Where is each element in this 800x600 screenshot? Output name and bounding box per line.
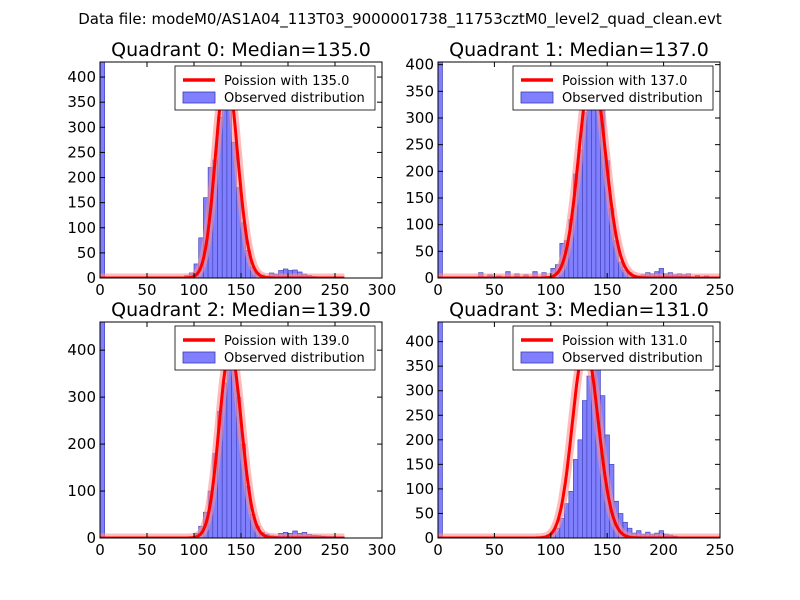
histogram-bar <box>573 459 579 538</box>
histogram-bar <box>438 62 443 278</box>
x-tick-label: 150 <box>593 541 622 559</box>
legend: Poission with 139.0 Observed distribution <box>174 325 376 371</box>
y-tick-label: 300 <box>67 388 96 406</box>
figure-suptitle: Data file: modeM0/AS1A04_113T03_90000017… <box>78 10 722 29</box>
x-tick-label: 250 <box>321 541 350 559</box>
histogram-bar <box>568 491 574 538</box>
y-tick-label: 50 <box>415 242 434 260</box>
legend-observed-swatch <box>520 351 554 364</box>
y-tick-label: 100 <box>67 482 96 500</box>
y-tick-label: 350 <box>405 82 434 100</box>
x-tick-label: 150 <box>593 281 622 299</box>
y-tick-label: 0 <box>424 529 434 547</box>
x-tick-label: 200 <box>274 541 303 559</box>
y-tick-label: 50 <box>77 244 96 262</box>
y-tick-label: 250 <box>405 136 434 154</box>
x-tick-label: 100 <box>180 541 209 559</box>
panel-2: 0 50 100 150 200 250 300 0 100 200 300 400 Quadrant … <box>67 299 396 559</box>
x-tick-label: 0 <box>95 541 105 559</box>
x-tick-label: 50 <box>137 541 156 559</box>
panel-1: 0 50 100 150 200 250 0 50 100 150 200 250 300 350 400 Q… <box>405 39 734 299</box>
legend-observed-label: Observed distribution <box>562 91 703 106</box>
poisson-curve-group <box>100 345 348 538</box>
histogram-bar <box>438 322 443 538</box>
legend-observed-label: Observed distribution <box>562 351 703 366</box>
y-tick-label: 200 <box>405 431 434 449</box>
x-tick-label: 250 <box>706 541 735 559</box>
x-tick-label: 0 <box>433 541 443 559</box>
y-tick-label: 150 <box>67 194 96 212</box>
y-tick-label: 50 <box>415 504 434 522</box>
y-tick-label: 350 <box>67 93 96 111</box>
x-tick-label: 300 <box>368 281 397 299</box>
x-tick-label: 200 <box>274 281 303 299</box>
legend-observed-swatch <box>182 91 216 104</box>
panel-3: 0 50 100 150 200 250 0 50 100 150 200 250 300 350 400 Q… <box>405 299 734 559</box>
x-tick-label: 300 <box>368 541 397 559</box>
x-tick-label: 200 <box>649 281 678 299</box>
histogram-bar <box>100 322 105 538</box>
y-tick-label: 0 <box>424 269 434 287</box>
y-tick-label: 250 <box>67 143 96 161</box>
legend-poisson-label: Poission with 139.0 <box>224 334 349 349</box>
histogram-bar <box>582 400 588 538</box>
x-tick-label: 50 <box>485 281 504 299</box>
legend-observed-label: Observed distribution <box>224 91 365 106</box>
histogram-bar <box>577 439 583 538</box>
axes-frame <box>437 321 721 539</box>
x-tick-label: 100 <box>536 281 565 299</box>
panel-title: Quadrant 2: Median=139.0 <box>111 299 371 321</box>
y-tick-label: 100 <box>67 219 96 237</box>
legend-poisson-label: Poission with 135.0 <box>224 74 349 89</box>
y-tick-label: 250 <box>405 406 434 424</box>
y-tick-label: 150 <box>405 455 434 473</box>
legend-observed-swatch <box>182 351 216 364</box>
x-tick-label: 50 <box>485 541 504 559</box>
y-tick-label: 400 <box>405 333 434 351</box>
x-tick-label: 100 <box>536 541 565 559</box>
y-tick-label: 200 <box>67 169 96 187</box>
y-tick-label: 150 <box>405 189 434 207</box>
y-tick-label: 400 <box>405 56 434 74</box>
y-tick-label: 0 <box>86 529 96 547</box>
x-tick-label: 150 <box>227 281 256 299</box>
y-tick-label: 300 <box>67 118 96 136</box>
y-tick-label: 350 <box>405 357 434 375</box>
legend-observed-swatch <box>520 91 554 104</box>
axes-frame <box>437 61 721 279</box>
y-tick-label: 300 <box>405 382 434 400</box>
legend: Poission with 131.0 Observed distribution <box>512 325 714 371</box>
panel-title: Quadrant 0: Median=135.0 <box>111 39 371 61</box>
y-tick-label: 100 <box>405 480 434 498</box>
x-tick-label: 250 <box>706 281 735 299</box>
x-tick-label: 200 <box>649 541 678 559</box>
x-tick-label: 0 <box>433 281 443 299</box>
y-tick-label: 200 <box>405 162 434 180</box>
x-tick-label: 50 <box>137 281 156 299</box>
y-tick-label: 200 <box>67 435 96 453</box>
panel-title: Quadrant 3: Median=131.0 <box>449 299 709 321</box>
x-tick-label: 250 <box>321 281 350 299</box>
y-tick-label: 0 <box>86 269 96 287</box>
panel-0: 0 50 100 150 200 250 300 0 50 100 150 200 250 300 350 4… <box>67 39 396 299</box>
y-tick-label: 400 <box>67 341 96 359</box>
x-tick-label: 150 <box>227 541 256 559</box>
legend: Poission with 135.0 Observed distribution <box>174 65 376 111</box>
histogram-bar <box>586 375 592 538</box>
y-tick-label: 400 <box>67 68 96 86</box>
histogram-bar <box>100 62 105 278</box>
y-tick-label: 300 <box>405 109 434 127</box>
poisson-curve <box>100 348 345 538</box>
panel-title: Quadrant 1: Median=137.0 <box>449 39 709 61</box>
x-tick-label: 0 <box>95 281 105 299</box>
legend: Poission with 137.0 Observed distribution <box>512 65 714 111</box>
legend-poisson-label: Poission with 137.0 <box>562 74 687 89</box>
legend-observed-label: Observed distribution <box>224 351 365 366</box>
x-tick-label: 100 <box>180 281 209 299</box>
y-tick-label: 100 <box>405 216 434 234</box>
legend-poisson-label: Poission with 131.0 <box>562 334 687 349</box>
